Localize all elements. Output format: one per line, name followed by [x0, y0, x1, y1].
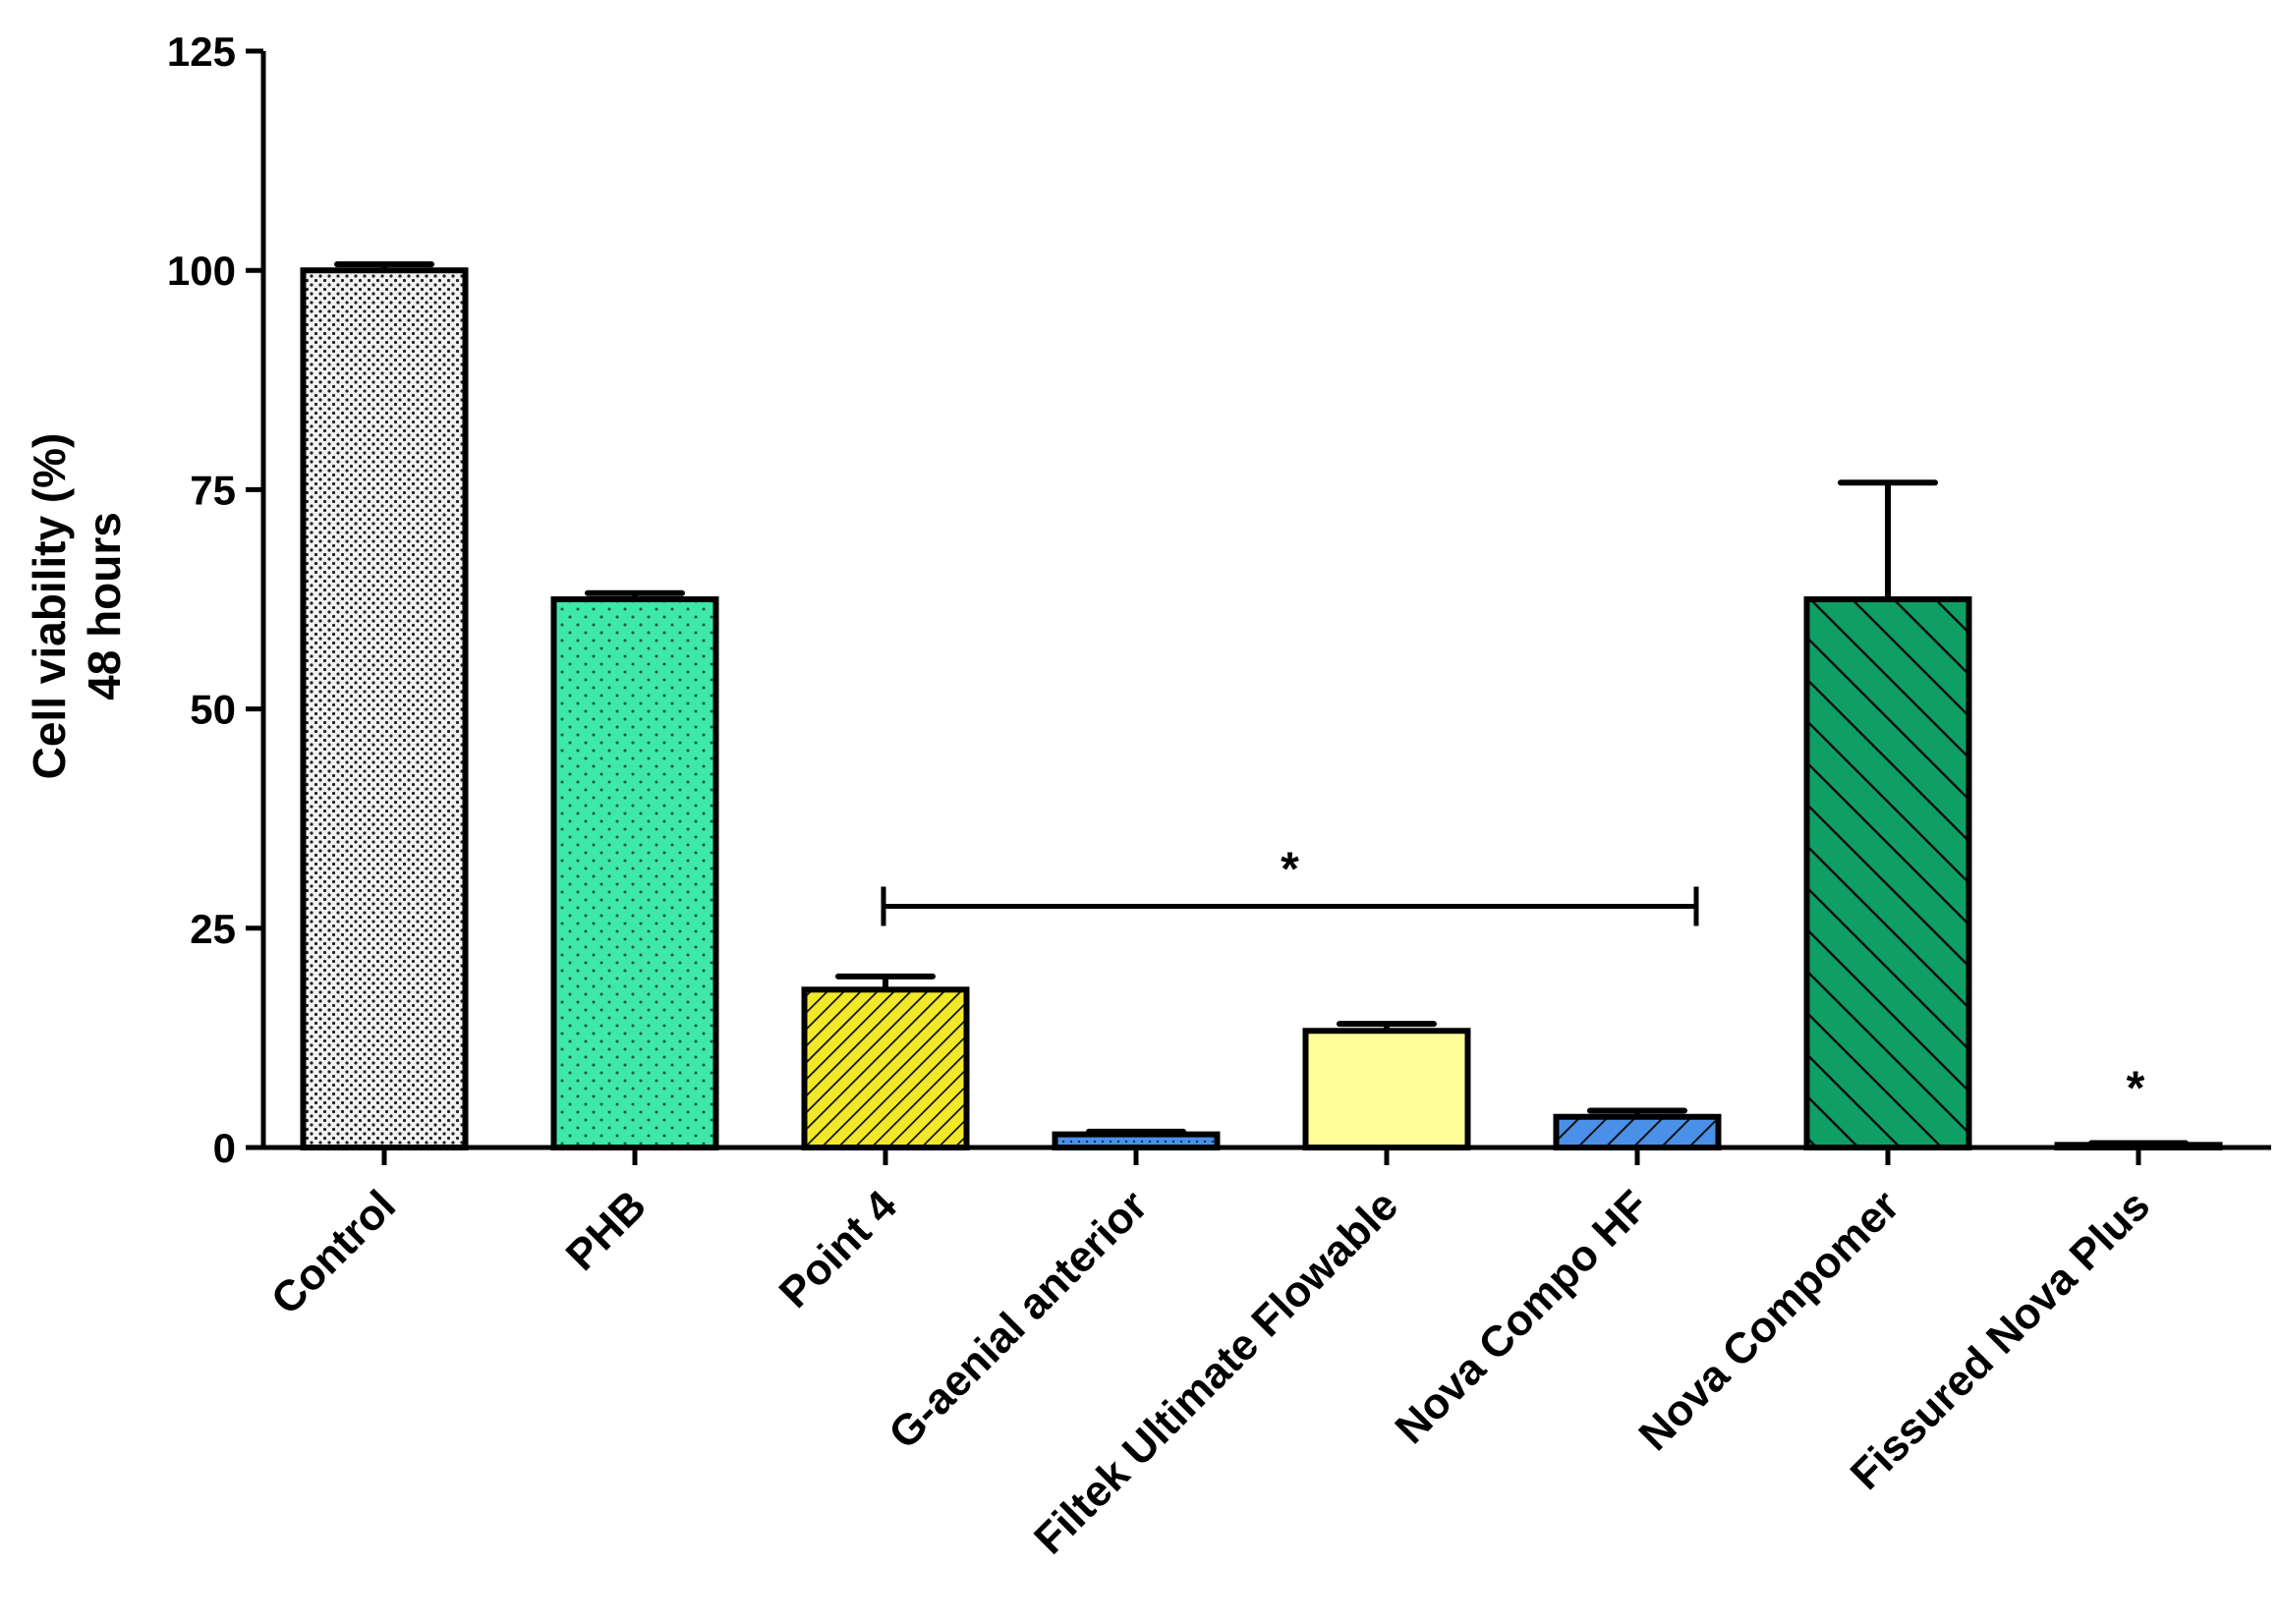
bar-group — [1803, 479, 1972, 1150]
x-ticks — [381, 1148, 2141, 1165]
y-tick-label: 25 — [190, 906, 236, 952]
category-label: G-aenial anterior — [880, 1181, 1157, 1458]
y-axis-title-line-1: Cell viability (%) — [24, 433, 75, 780]
category-label: Nova Compomer — [1629, 1181, 1909, 1460]
significance-annotations: ** — [881, 843, 2145, 1114]
category-label: Nova Compo HF — [1386, 1181, 1658, 1453]
bar-group — [1052, 1128, 1221, 1151]
bar-group — [300, 260, 469, 1150]
y-tick-label: 100 — [167, 248, 236, 294]
bar-group — [801, 973, 970, 1151]
significance-star: * — [1281, 843, 1299, 895]
y-tick-label: 125 — [167, 28, 236, 75]
bar-group — [550, 589, 719, 1150]
bar — [1553, 1113, 1722, 1150]
y-ticks: 0 25 50 75 100 125 — [167, 28, 263, 1171]
bar — [1052, 1131, 1221, 1151]
bar-group — [2054, 1140, 2223, 1151]
bar — [2054, 1142, 2223, 1151]
bar — [1803, 596, 1972, 1150]
significance-star: * — [2127, 1062, 2145, 1114]
category-label: Control — [262, 1181, 405, 1323]
bar — [801, 986, 970, 1151]
bars — [300, 260, 2223, 1151]
category-label: PHB — [557, 1181, 655, 1279]
category-label: Point 4 — [770, 1181, 907, 1317]
bar-group — [1553, 1107, 1722, 1150]
bar — [550, 596, 719, 1150]
bar — [300, 267, 469, 1150]
bar — [1302, 1028, 1471, 1150]
category-labels: Control PHB Point 4G-aenial anteriorFiltek… — [262, 1181, 2159, 1563]
y-axis-title-line-2: 48 hours — [79, 512, 130, 700]
y-tick-label: 75 — [190, 467, 236, 513]
y-tick-label: 0 — [213, 1125, 236, 1171]
y-tick-label: 50 — [190, 687, 236, 733]
bar-group — [1302, 1021, 1471, 1150]
